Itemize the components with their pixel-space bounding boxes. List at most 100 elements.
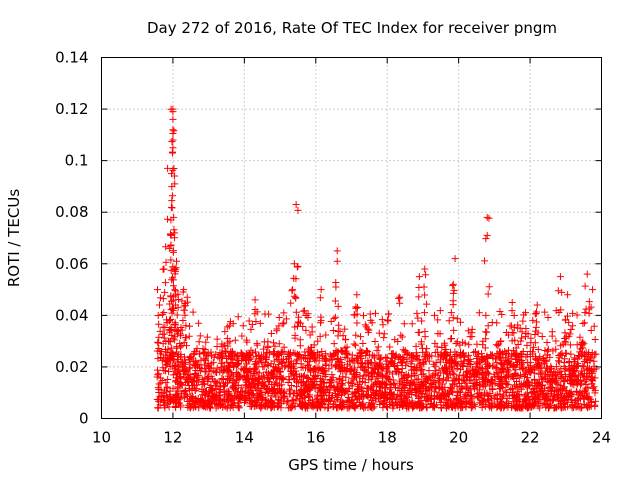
data-point [453,338,461,346]
data-point [541,308,549,316]
data-point [292,395,300,403]
data-point [155,333,163,341]
data-point [463,384,471,392]
data-point [538,333,546,341]
data-point [173,374,181,382]
y-tick-label: 0.06 [55,255,88,273]
data-point [538,375,546,383]
data-point [245,389,253,397]
data-point [287,382,295,390]
data-point [488,351,496,359]
data-point [218,363,226,371]
data-point [432,383,440,391]
data-point [352,331,360,339]
data-point [565,372,573,380]
data-point [396,354,404,362]
data-point [504,363,512,371]
data-point [366,310,374,318]
data-point [512,382,520,390]
data-point [482,235,490,243]
data-point [493,364,501,372]
data-point [168,197,176,205]
data-point [414,399,422,407]
data-point [423,377,431,385]
data-point [268,403,276,411]
data-point [431,311,439,319]
data-point [311,353,319,361]
data-point [517,350,525,358]
data-point [545,397,553,405]
data-point [364,348,372,356]
data-point [402,362,410,370]
data-point [493,404,501,412]
data-point [169,108,177,116]
data-point [174,290,182,298]
data-point [207,398,215,406]
data-point [530,389,538,397]
data-point [301,394,309,402]
data-point [442,404,450,412]
data-point [265,310,273,318]
data-point [185,332,193,340]
data-point [566,341,574,349]
data-point [460,349,468,357]
data-point [155,370,163,378]
data-point [333,356,341,364]
data-point [167,393,175,401]
y-tick-label: 0.1 [65,152,89,170]
data-point [494,373,502,381]
x-tick-label: 22 [521,429,540,447]
data-point [358,348,366,356]
data-point [501,373,509,381]
data-point [434,379,442,387]
data-point [379,321,387,329]
data-point [510,323,518,331]
data-point [496,350,504,358]
data-point [243,336,251,344]
data-point [159,330,167,338]
data-point [545,379,553,387]
data-point [156,294,164,302]
data-point [167,356,175,364]
data-point [282,362,290,370]
data-point [154,355,162,363]
data-point [159,295,167,303]
data-point [343,396,351,404]
data-point [492,364,500,372]
data-point [264,378,272,386]
data-point [557,350,565,358]
data-point [305,351,313,359]
data-point [255,376,263,384]
data-point [383,393,391,401]
data-point [337,346,345,354]
data-point [161,346,169,354]
data-point [464,327,472,335]
data-point [533,318,541,326]
data-point [343,343,351,351]
data-point [408,320,416,328]
data-point [372,388,380,396]
data-point [465,341,473,349]
data-point [475,386,483,394]
data-point [440,339,448,347]
data-point [562,396,570,404]
data-point [444,374,452,382]
data-point [372,309,380,317]
data-point [420,309,428,317]
data-point [175,400,183,408]
data-point [289,286,297,294]
data-point [179,316,187,324]
plot-frame [101,57,602,419]
data-point [253,393,261,401]
data-point [516,371,524,379]
data-point [392,351,400,359]
data-point [548,384,556,392]
data-point [216,399,224,407]
data-point [495,340,503,348]
data-point [544,314,552,322]
data-point [242,365,250,373]
data-point [245,317,253,325]
data-point [275,314,283,322]
data-point [496,383,504,391]
data-point [379,399,387,407]
